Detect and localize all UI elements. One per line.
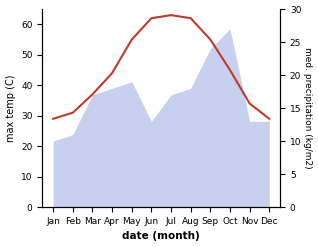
- X-axis label: date (month): date (month): [122, 231, 200, 242]
- Y-axis label: med. precipitation (kg/m2): med. precipitation (kg/m2): [303, 47, 313, 169]
- Y-axis label: max temp (C): max temp (C): [5, 74, 16, 142]
